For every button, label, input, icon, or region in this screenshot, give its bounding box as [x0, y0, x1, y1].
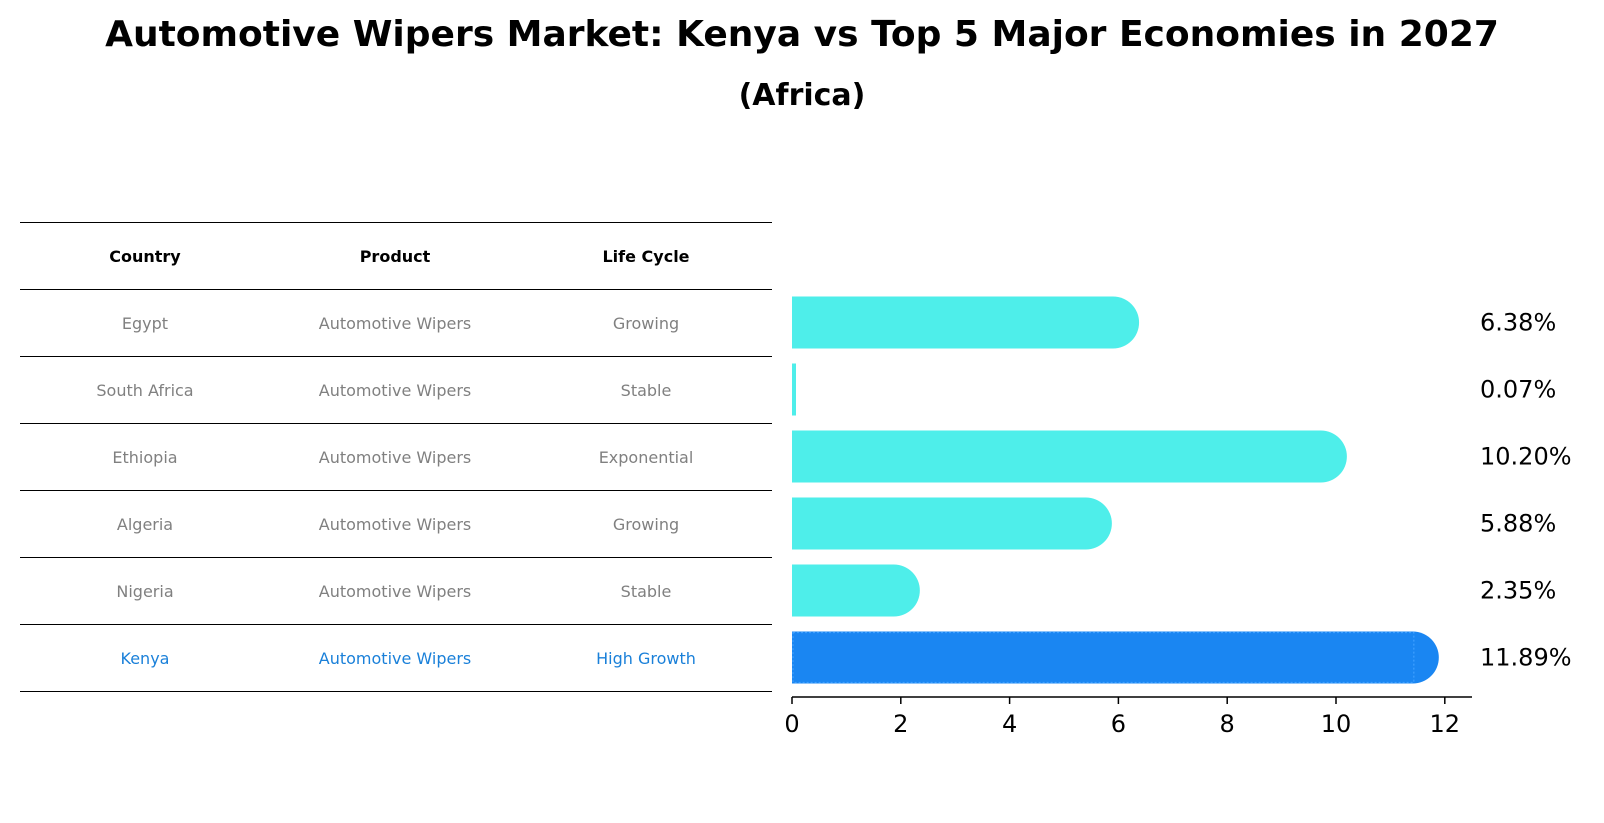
cell-country: Algeria: [116, 514, 174, 534]
x-tick-label: 0: [784, 710, 799, 738]
x-tick-label: 8: [1220, 710, 1235, 738]
value-label-kenya: 11.89%: [1480, 644, 1572, 672]
x-tick-label: 10: [1321, 710, 1352, 738]
x-tick-label: 12: [1430, 710, 1461, 738]
header-country: Country: [109, 246, 181, 266]
value-label-nigeria: 2.35%: [1480, 577, 1556, 605]
bar-egypt: [792, 296, 1140, 349]
table-row: Egypt Automotive Wipers Growing: [20, 290, 772, 357]
value-label-algeria: 5.88%: [1480, 510, 1556, 538]
bar-highlight-outline: [792, 631, 1415, 684]
cell-product: Automotive Wipers: [318, 380, 472, 400]
cell-product: Automotive Wipers: [318, 581, 472, 601]
cell-country: Kenya: [120, 648, 170, 668]
value-label-ethiopia: 10.20%: [1480, 443, 1572, 471]
table-row: Nigeria Automotive Wipers Stable: [20, 558, 772, 625]
table-row-highlight: Kenya Automotive Wipers High Growth: [20, 625, 772, 692]
table-header-row: Country Product Life Cycle: [20, 223, 772, 290]
chart-subtitle: (Africa): [738, 78, 866, 113]
cell-country: Egypt: [121, 313, 169, 333]
x-tick-label: 2: [893, 710, 908, 738]
bar-ethiopia: [792, 430, 1347, 483]
table-row: South Africa Automotive Wipers Stable: [20, 357, 772, 424]
cell-life-cycle: Growing: [612, 514, 680, 534]
cell-life-cycle: Growing: [612, 313, 680, 333]
cell-life-cycle: Exponential: [598, 447, 694, 467]
cell-product: Automotive Wipers: [318, 447, 472, 467]
cell-life-cycle: High Growth: [596, 648, 696, 668]
cell-life-cycle: Stable: [620, 380, 672, 400]
value-label-south-africa: 0.07%: [1480, 376, 1556, 404]
cell-country: Ethiopia: [112, 447, 178, 467]
cell-product: Automotive Wipers: [318, 514, 472, 534]
chart-title: Automotive Wipers Market: Kenya vs Top 5…: [105, 14, 1499, 55]
header-life-cycle: Life Cycle: [602, 246, 690, 266]
table-row: Algeria Automotive Wipers Growing: [20, 491, 772, 558]
cell-product: Automotive Wipers: [318, 648, 472, 668]
cell-life-cycle: Stable: [620, 581, 672, 601]
cell-country: Nigeria: [116, 581, 174, 601]
market-table: Country Product Life Cycle Egypt Automot…: [20, 222, 772, 692]
bar-south-africa: [792, 363, 796, 416]
cell-country: South Africa: [96, 380, 194, 400]
header-product: Product: [359, 246, 431, 266]
bar-algeria: [792, 497, 1112, 550]
x-tick-label: 6: [1111, 710, 1126, 738]
x-tick-label: 4: [1002, 710, 1017, 738]
table-row: Ethiopia Automotive Wipers Exponential: [20, 424, 772, 491]
bar-nigeria: [792, 564, 920, 617]
bar-kenya: [792, 631, 1439, 684]
value-label-egypt: 6.38%: [1480, 309, 1556, 337]
cell-product: Automotive Wipers: [318, 313, 472, 333]
